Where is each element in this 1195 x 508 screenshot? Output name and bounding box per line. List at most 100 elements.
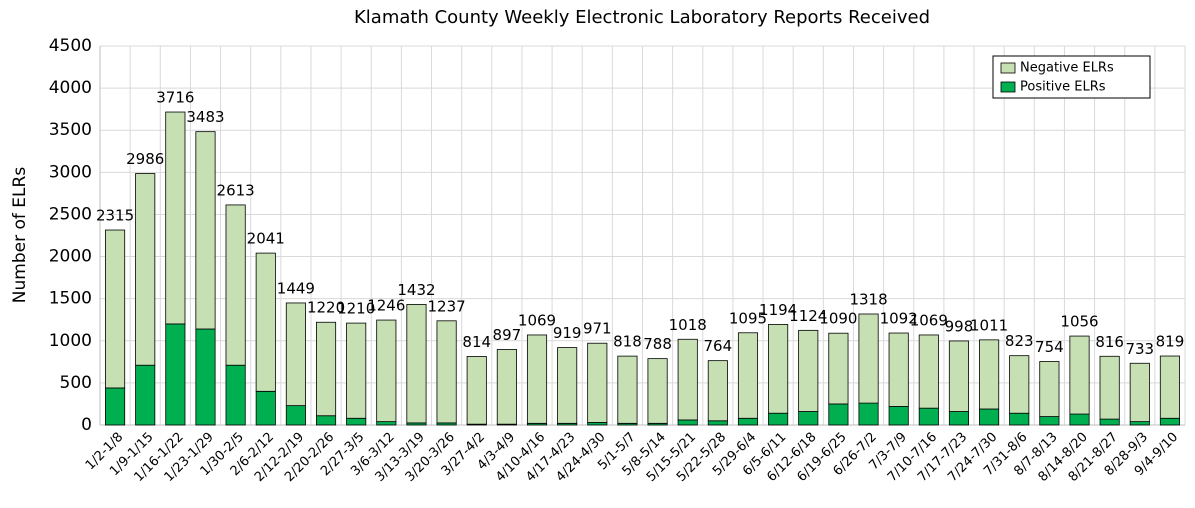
bar-segment xyxy=(105,387,126,426)
bar-segment xyxy=(346,322,367,419)
bar-segment xyxy=(1069,413,1090,426)
bar-segment xyxy=(888,332,909,407)
bar-segment xyxy=(918,334,939,409)
bar-segment xyxy=(858,402,879,426)
y-tick-label: 4000 xyxy=(49,78,92,98)
bar-segment xyxy=(436,320,457,424)
total-label: 1210 xyxy=(337,300,375,318)
bar-segment xyxy=(195,131,216,330)
total-label: 1246 xyxy=(367,297,405,315)
bar-segment xyxy=(1129,362,1150,423)
bar-segment xyxy=(979,339,1000,410)
legend-swatch xyxy=(1000,81,1016,93)
bar-segment xyxy=(798,329,819,412)
bar-segment xyxy=(828,403,849,426)
y-tick-label: 3500 xyxy=(49,120,92,140)
total-label: 733 xyxy=(1125,340,1154,358)
bar-segment xyxy=(285,302,306,407)
bar-segment xyxy=(1129,421,1150,426)
total-label: 1069 xyxy=(518,311,556,329)
bar-segment xyxy=(1159,355,1180,419)
chart-title: Klamath County Weekly Electronic Laborat… xyxy=(354,7,930,28)
bar-segment xyxy=(948,340,970,412)
y-axis-label: Number of ELRs xyxy=(10,167,30,304)
total-label: 1237 xyxy=(428,297,466,315)
bar-segment xyxy=(617,355,638,424)
bar-segment xyxy=(1039,361,1060,417)
total-label: 971 xyxy=(583,320,612,338)
bar-segment xyxy=(285,405,306,426)
bar-segment xyxy=(496,349,517,425)
total-label: 1194 xyxy=(759,301,797,319)
bar-segment xyxy=(557,347,578,424)
bar-segment xyxy=(979,408,1000,426)
total-label: 2315 xyxy=(96,207,134,225)
bar-segment xyxy=(1069,335,1090,415)
bar-segment xyxy=(858,313,879,404)
total-label: 1220 xyxy=(307,299,345,317)
total-label: 788 xyxy=(643,335,672,353)
bar-segment xyxy=(255,252,276,392)
bar-segment xyxy=(918,407,939,426)
total-label: 1318 xyxy=(849,290,887,308)
bar-segment xyxy=(1099,418,1120,426)
bar-segment xyxy=(165,111,186,325)
bar-segment xyxy=(315,321,337,417)
y-tick-label: 1000 xyxy=(49,331,92,351)
total-label: 1090 xyxy=(819,310,857,328)
y-tick-label: 0 xyxy=(81,415,92,435)
bar-segment xyxy=(888,406,909,426)
total-label: 1018 xyxy=(669,316,707,334)
total-label: 1124 xyxy=(789,307,827,325)
bar-segment xyxy=(737,417,759,426)
bar-segment xyxy=(225,364,246,426)
bar-segment xyxy=(1009,355,1030,414)
total-label: 2986 xyxy=(126,150,164,168)
bar-segment xyxy=(1099,355,1120,420)
bar-segment xyxy=(948,411,970,426)
bar-segment xyxy=(798,411,819,426)
total-label: 764 xyxy=(704,337,733,355)
bar-segment xyxy=(466,356,487,425)
total-label: 919 xyxy=(553,324,582,342)
total-label: 2041 xyxy=(247,230,285,248)
bar-segment xyxy=(135,364,156,426)
y-tick-label: 2000 xyxy=(49,247,92,267)
y-tick-label: 2500 xyxy=(49,204,92,224)
bar-segment xyxy=(135,173,156,366)
bar-segment xyxy=(195,328,216,426)
bar-segment xyxy=(768,324,789,414)
legend-swatch xyxy=(1000,62,1016,74)
bar-segment xyxy=(737,332,759,419)
bar-segment xyxy=(165,323,186,426)
bar-segment xyxy=(677,338,698,421)
total-label: 3483 xyxy=(186,108,224,126)
bar-segment xyxy=(707,420,728,426)
bar-segment xyxy=(376,319,397,423)
y-tick-label: 4500 xyxy=(49,36,92,56)
total-label: 823 xyxy=(1005,332,1034,350)
bar-segment xyxy=(225,204,246,366)
total-label: 1092 xyxy=(880,310,918,328)
bar-segment xyxy=(406,303,427,424)
total-label: 819 xyxy=(1156,333,1185,351)
bar-segment xyxy=(1009,412,1030,426)
bar-segment xyxy=(315,415,337,426)
total-label: 998 xyxy=(945,317,974,335)
bar-segment xyxy=(526,334,548,424)
total-label: 1069 xyxy=(910,311,948,329)
total-label: 1449 xyxy=(277,279,315,297)
total-label: 897 xyxy=(493,326,522,344)
total-label: 814 xyxy=(462,333,491,351)
bar-segment xyxy=(346,417,367,426)
total-label: 816 xyxy=(1095,333,1124,351)
total-label: 754 xyxy=(1035,338,1064,356)
bar-segment xyxy=(677,419,698,426)
bar-segment xyxy=(1159,417,1180,426)
bar-segment xyxy=(1039,416,1060,426)
bar-segment xyxy=(707,360,728,422)
bar-segment xyxy=(105,229,126,389)
total-label: 1011 xyxy=(970,316,1008,334)
bar-segment xyxy=(828,332,849,405)
